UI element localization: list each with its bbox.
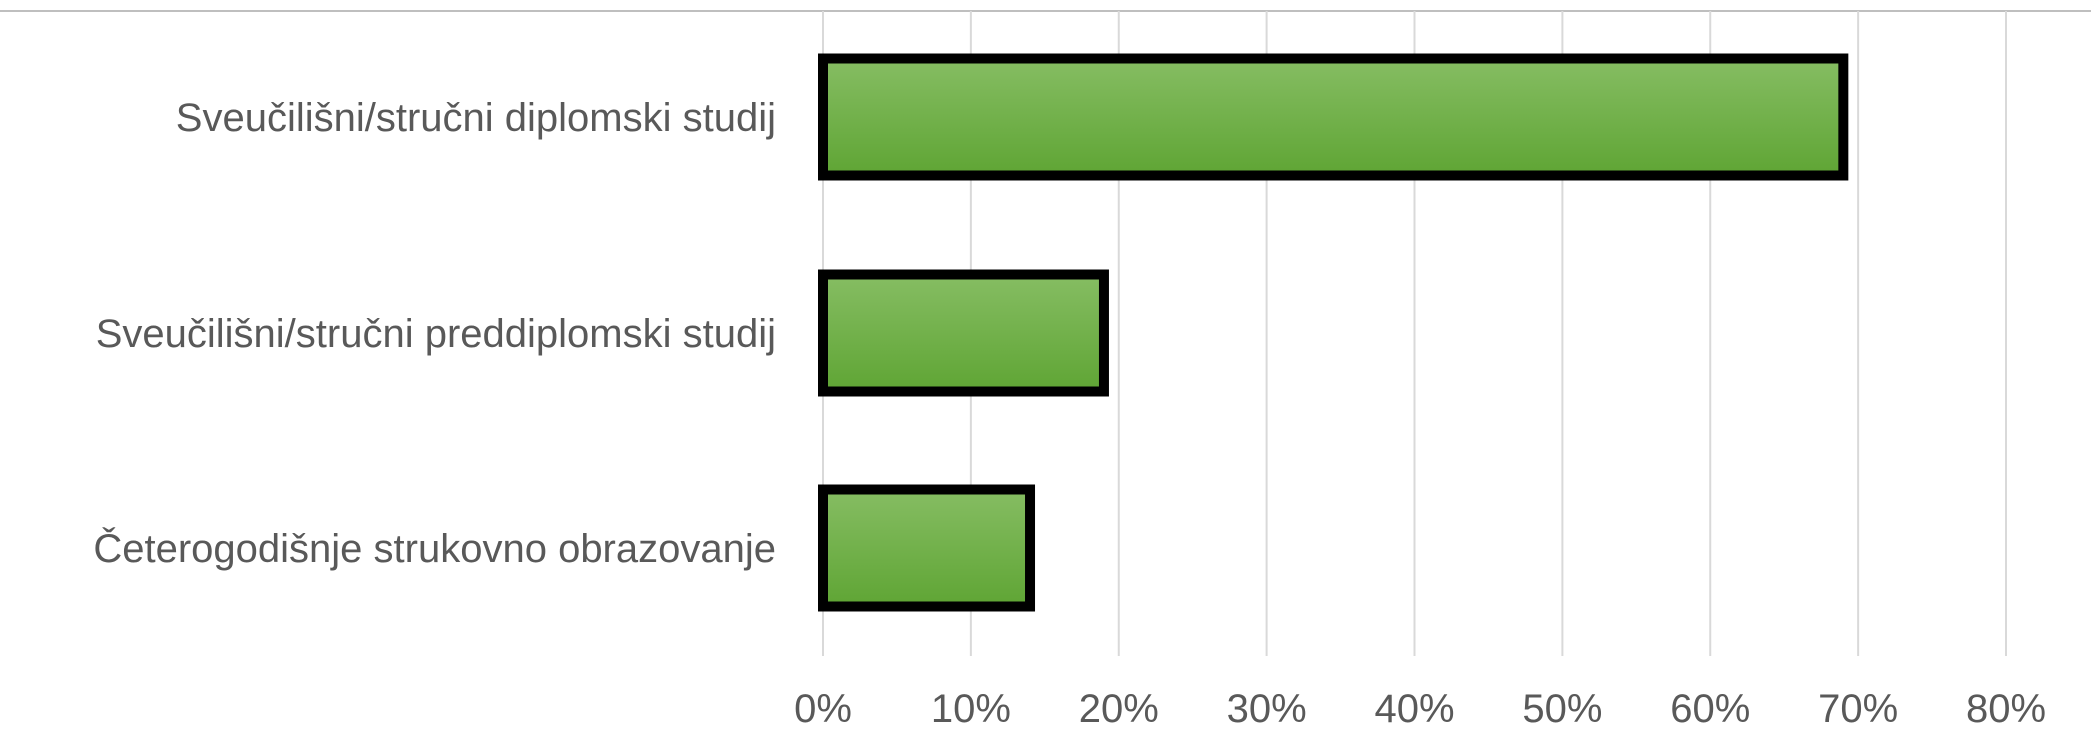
bar [818, 53, 1849, 181]
x-tick-label: 70% [1818, 687, 1898, 731]
x-axis-tick-labels: 0% 10% 20% 30% 40% 50% 60% 70% 80% [794, 687, 2046, 731]
x-tick-label: 10% [931, 687, 1011, 731]
category-label: Sveučilišni/stručni preddiplomski studij [96, 312, 776, 356]
x-tick-label: 20% [1079, 687, 1159, 731]
bar [818, 269, 1109, 397]
category-labels: Sveučilišni/stručni diplomski studij Sveu… [93, 96, 776, 571]
category-label: Četerogodišnje strukovno obrazovanje [93, 526, 776, 571]
x-tick-label: 0% [794, 687, 852, 731]
bar [818, 484, 1036, 612]
x-tick-label: 80% [1966, 687, 2046, 731]
x-tick-label: 30% [1227, 687, 1307, 731]
x-tick-label: 60% [1670, 687, 1750, 731]
x-tick-label: 50% [1522, 687, 1602, 731]
category-label: Sveučilišni/stručni diplomski studij [176, 96, 776, 140]
x-tick-label: 40% [1374, 687, 1454, 731]
bars [818, 53, 1849, 612]
